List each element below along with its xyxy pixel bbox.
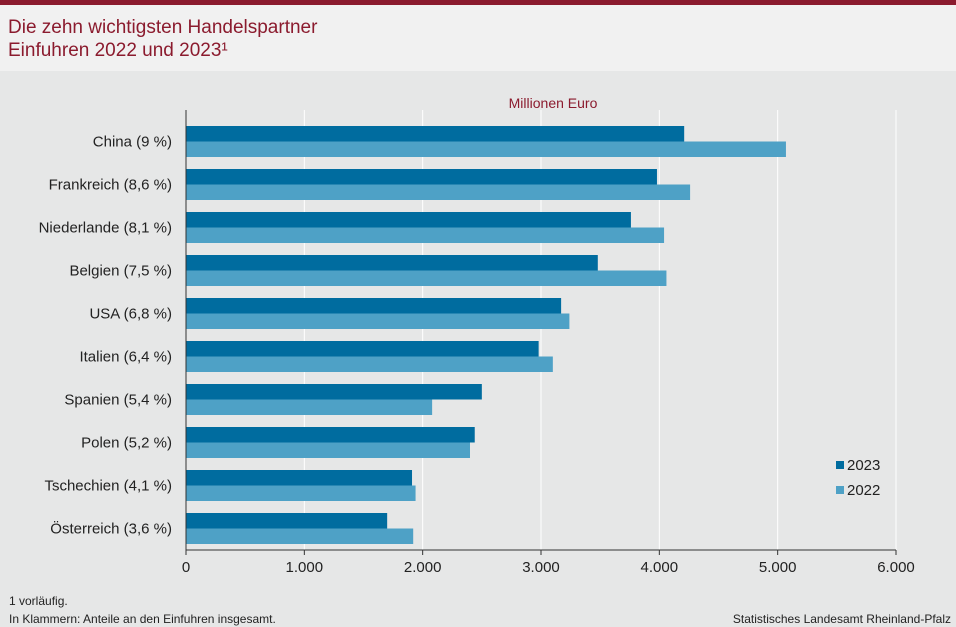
category-label: Belgien (7,5 %) [69, 263, 172, 280]
bar-2023 [186, 384, 482, 400]
category-label: Polen (5,2 %) [81, 435, 172, 452]
bar-2022 [186, 227, 665, 243]
footnote-share-explanation: In Klammern: Anteile an den Einfuhren in… [9, 612, 276, 626]
category-label: Tschechien (4,1 %) [44, 478, 172, 495]
bar-2022 [186, 356, 553, 372]
bar-2022 [186, 270, 667, 286]
title-area: Die zehn wichtigsten Handelspartner Einf… [0, 5, 956, 71]
bar-2022 [186, 313, 570, 329]
category-label: USA (6,8 %) [89, 306, 172, 323]
legend-label-2023: 2023 [847, 457, 880, 474]
legend-label-2022: 2022 [847, 482, 880, 499]
x-tick-label: 5.000 [759, 559, 797, 576]
x-tick-label: 3.000 [522, 559, 560, 576]
bar-2023 [186, 470, 413, 486]
bar-2022 [186, 528, 414, 544]
footnote-preliminary: 1 vorläufig. [9, 594, 68, 608]
bar-2023 [186, 513, 388, 529]
bar-2023 [186, 298, 562, 314]
bar-2022 [186, 442, 470, 458]
x-tick-label: 4.000 [641, 559, 679, 576]
bar-2023 [186, 255, 598, 271]
chart-title: Die zehn wichtigsten Handelspartner [8, 17, 318, 38]
bar-2023 [186, 212, 631, 228]
bar-2022 [186, 141, 786, 157]
x-tick-label: 2.000 [404, 559, 442, 576]
x-tick-label: 6.000 [877, 559, 915, 576]
category-label: Niederlande (8,1 %) [39, 220, 172, 237]
category-label: Österreich (3,6 %) [50, 520, 172, 538]
category-label: Frankreich (8,6 %) [49, 177, 172, 194]
category-label: Italien (6,4 %) [79, 349, 172, 366]
bar-2022 [186, 184, 691, 200]
x-tick-label: 0 [182, 559, 190, 576]
category-label: China (9 %) [93, 134, 172, 151]
bar-2022 [186, 399, 433, 415]
category-label: Spanien (5,4 %) [64, 392, 172, 409]
bar-2022 [186, 485, 416, 501]
top-accent-bar [0, 0, 956, 5]
x-tick-label: 1.000 [286, 559, 324, 576]
chart-subtitle: Einfuhren 2022 und 2023¹ [8, 40, 228, 61]
unit-label: Millionen Euro [509, 95, 598, 111]
bar-2023 [186, 341, 539, 357]
legend-swatch-2023 [836, 461, 844, 469]
bar-2023 [186, 126, 685, 142]
bar-2023 [186, 427, 475, 443]
source-credit: Statistisches Landesamt Rheinland-Pfalz [732, 612, 951, 626]
legend-swatch-2022 [836, 486, 844, 494]
bar-2023 [186, 169, 657, 185]
bar-chart: Millionen Euro China (9 %) Frankreich (8,6… [39, 95, 915, 576]
